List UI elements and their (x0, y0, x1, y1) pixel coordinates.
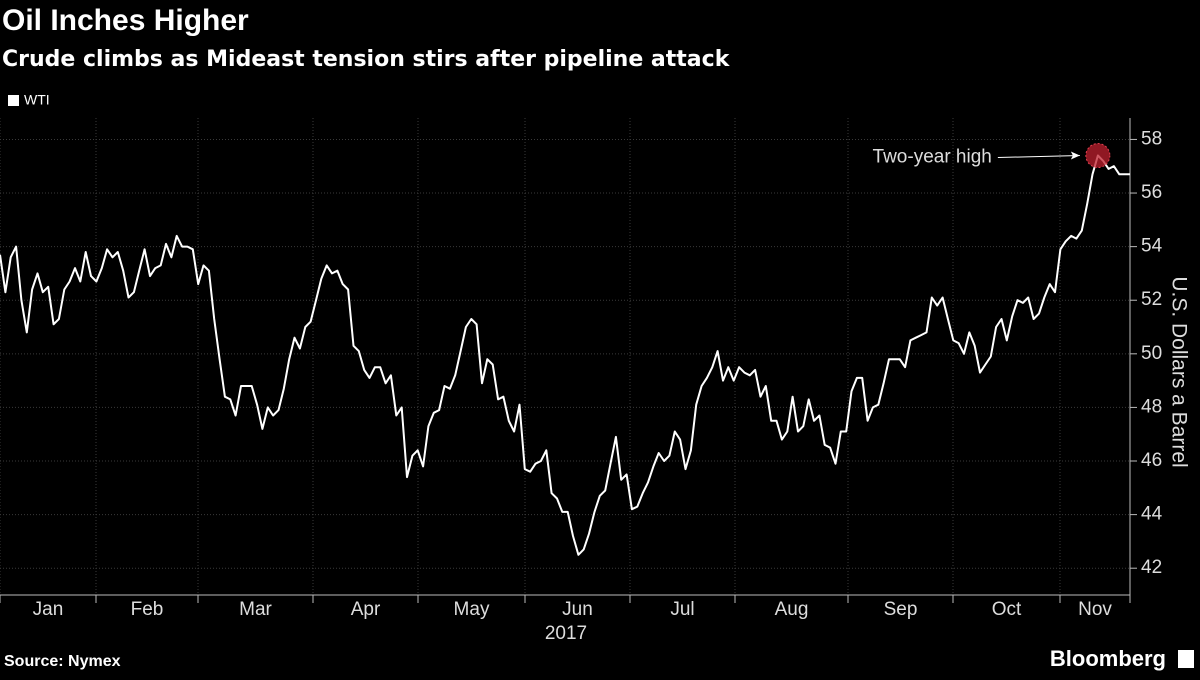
chart-title: Oil Inches Higher (2, 4, 249, 37)
y-tick-label: 54 (1141, 236, 1163, 257)
source: Source: Nymex (4, 653, 121, 670)
x-tick-label: Jul (670, 599, 694, 620)
arrow-head (1070, 151, 1080, 160)
x-tick-label: Oct (992, 599, 1022, 620)
y-tick-label: 50 (1141, 343, 1162, 364)
legend-swatch (8, 95, 19, 106)
x-tick-label: Nov (1078, 599, 1112, 620)
brand-icon (1178, 650, 1194, 668)
y-tick-label: 48 (1141, 396, 1162, 417)
legend-label: WTI (24, 92, 50, 108)
x-tick-label: Mar (239, 599, 272, 620)
x-tick-label: Feb (131, 599, 164, 620)
year-label: 2017 (545, 623, 587, 644)
highlight-dot (1085, 143, 1111, 169)
y-tick-label: 42 (1141, 557, 1162, 578)
x-tick-label: May (454, 599, 490, 620)
y-tick-label: 52 (1141, 289, 1162, 310)
brand: Bloomberg (1050, 646, 1166, 671)
y-axis-label: U.S. Dollars a Barrel (1167, 276, 1190, 467)
x-tick-label: Apr (351, 599, 381, 620)
y-tick-label: 58 (1141, 128, 1162, 149)
y-tick-label: 44 (1141, 504, 1163, 525)
y-tick-label: 46 (1141, 450, 1162, 471)
x-tick-label: Sep (884, 599, 918, 620)
y-tick-label: 56 (1141, 182, 1162, 203)
x-tick-label: Jun (562, 599, 593, 620)
chart-subtitle: Crude climbs as Mideast tension stirs af… (2, 47, 731, 72)
annotation-label: Two-year high (873, 147, 992, 168)
x-tick-label: Aug (775, 599, 809, 620)
x-tick-label: Jan (33, 599, 64, 620)
annotation-arrow (997, 155, 1080, 159)
price-line (0, 154, 1130, 556)
